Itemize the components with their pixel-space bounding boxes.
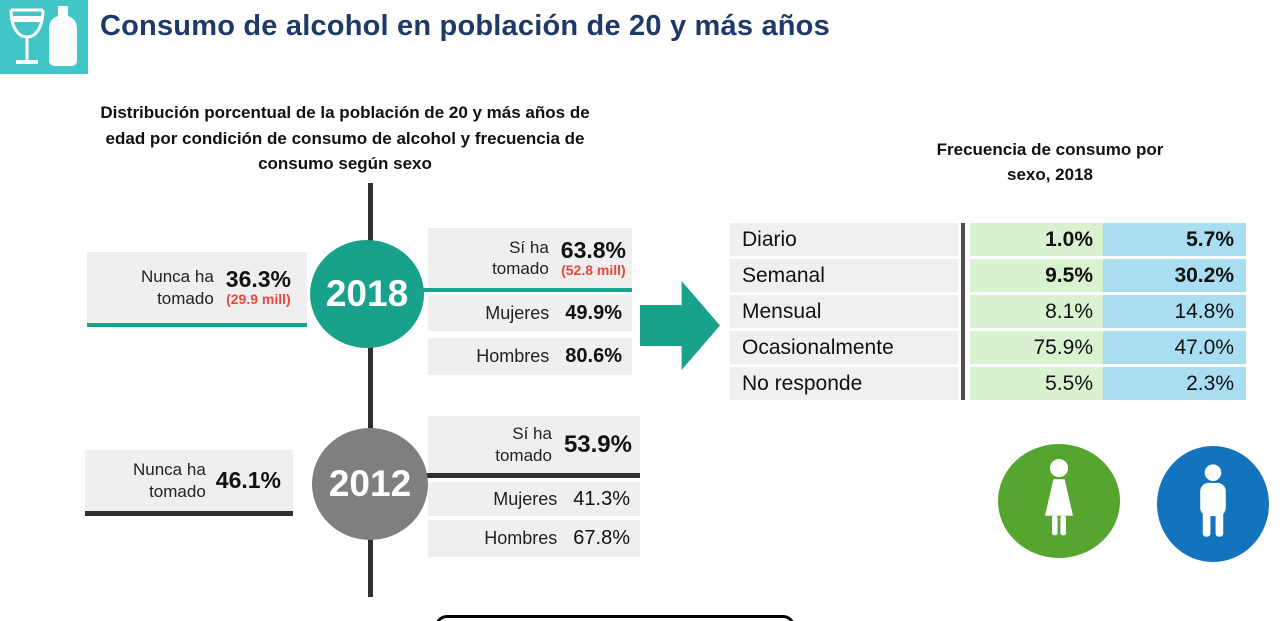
men-value: 5.7%: [1186, 227, 1234, 251]
year-2012-label: 2012: [328, 463, 412, 504]
stat-2012-yes-value: 53.9%: [563, 430, 632, 458]
stat-2018-yes-note: (52.8 mill): [561, 261, 626, 278]
men-value: 30.2%: [1174, 263, 1234, 287]
stat-2018-yes-value: 63.8%: [560, 236, 626, 263]
stat-2018-men: Hombres 80.6%: [428, 338, 632, 375]
wine-glass-bottle-icon: [0, 0, 88, 74]
stat-2018-never-label: Nunca ha tomado: [141, 267, 214, 308]
stat-2012-men-label: Hombres: [484, 528, 558, 548]
row-label: No responde: [730, 367, 958, 400]
stat-2012-never-value: 46.1%: [215, 467, 281, 493]
frequency-table-title: Frecuencia de consumo por sexo, 2018: [936, 140, 1164, 184]
table-row: Diario 1.0% 5.7%: [730, 223, 1246, 256]
timeline-axis: [368, 183, 373, 597]
table-column-separator: [961, 223, 965, 400]
stat-2018-yes-label: Sí ha tomado: [492, 237, 549, 278]
stat-2018-never-value: 36.3%: [225, 266, 291, 293]
table-row: No responde 5.5% 2.3%: [730, 367, 1246, 400]
stat-2018-yes: Sí ha tomado 63.8% (52.8 mill): [428, 228, 632, 288]
stat-2012-women: Mujeres 41.3%: [428, 482, 640, 516]
stat-2018-never: Nunca ha tomado 36.3% (29.9 mill): [87, 252, 307, 327]
row-label: Diario: [730, 223, 958, 256]
stat-2012-women-label: Mujeres: [493, 488, 558, 509]
women-value: 75.9%: [1033, 335, 1093, 359]
year-marker-2018: 2018: [310, 240, 424, 348]
row-label: Mensual: [730, 295, 958, 328]
men-value: 47.0%: [1174, 335, 1234, 359]
man-icon: [1157, 446, 1269, 562]
women-value: 8.1%: [1045, 299, 1093, 323]
stat-2018-women: Mujeres 49.9%: [428, 295, 632, 331]
page-title: Consumo de alcohol en población de 20 y …: [100, 10, 830, 42]
stat-2012-men: Hombres 67.8%: [428, 520, 640, 557]
stat-2018-men-value: 80.6%: [565, 345, 622, 367]
table-row: Ocasionalmente 75.9% 47.0%: [730, 331, 1246, 364]
men-value: 2.3%: [1186, 371, 1234, 395]
stat-2018-women-value: 49.9%: [565, 301, 622, 324]
stat-2018-men-label: Hombres: [476, 346, 550, 366]
row-label: Ocasionalmente: [730, 331, 958, 364]
right-arrow-icon: [640, 281, 720, 370]
row-label: Semanal: [730, 259, 958, 292]
stat-2012-never: Nunca ha tomado 46.1%: [85, 450, 293, 516]
stat-2012-yes-label: Sí ha tomado: [495, 424, 552, 465]
stat-2012-yes: Sí ha tomado 53.9%: [428, 416, 640, 473]
table-row: Semanal 9.5% 30.2%: [730, 259, 1246, 292]
women-value: 9.5%: [1045, 263, 1093, 287]
women-value: 5.5%: [1045, 371, 1093, 395]
men-value: 14.8%: [1174, 299, 1234, 323]
table-row: Mensual 8.1% 14.8%: [730, 295, 1246, 328]
year-marker-2012: 2012: [312, 428, 428, 540]
source-box-partial: [435, 615, 795, 621]
stat-2012-never-label: Nunca ha tomado: [133, 460, 206, 501]
divider-2012: [424, 473, 640, 478]
stat-2018-women-label: Mujeres: [485, 302, 550, 323]
stat-2012-women-value: 41.3%: [573, 487, 630, 510]
women-value: 1.0%: [1045, 227, 1093, 251]
year-2018-label: 2018: [325, 273, 409, 314]
left-chart-subtitle: Distribución porcentual de la población …: [100, 103, 590, 173]
stat-2012-men-value: 67.8%: [573, 527, 630, 549]
stat-2018-never-note: (29.9 mill): [226, 291, 291, 308]
woman-icon: [998, 444, 1120, 558]
divider-2018: [422, 288, 632, 292]
frequency-table: Diario 1.0% 5.7% Semanal 9.5% 30.2% Mens…: [730, 223, 1246, 400]
